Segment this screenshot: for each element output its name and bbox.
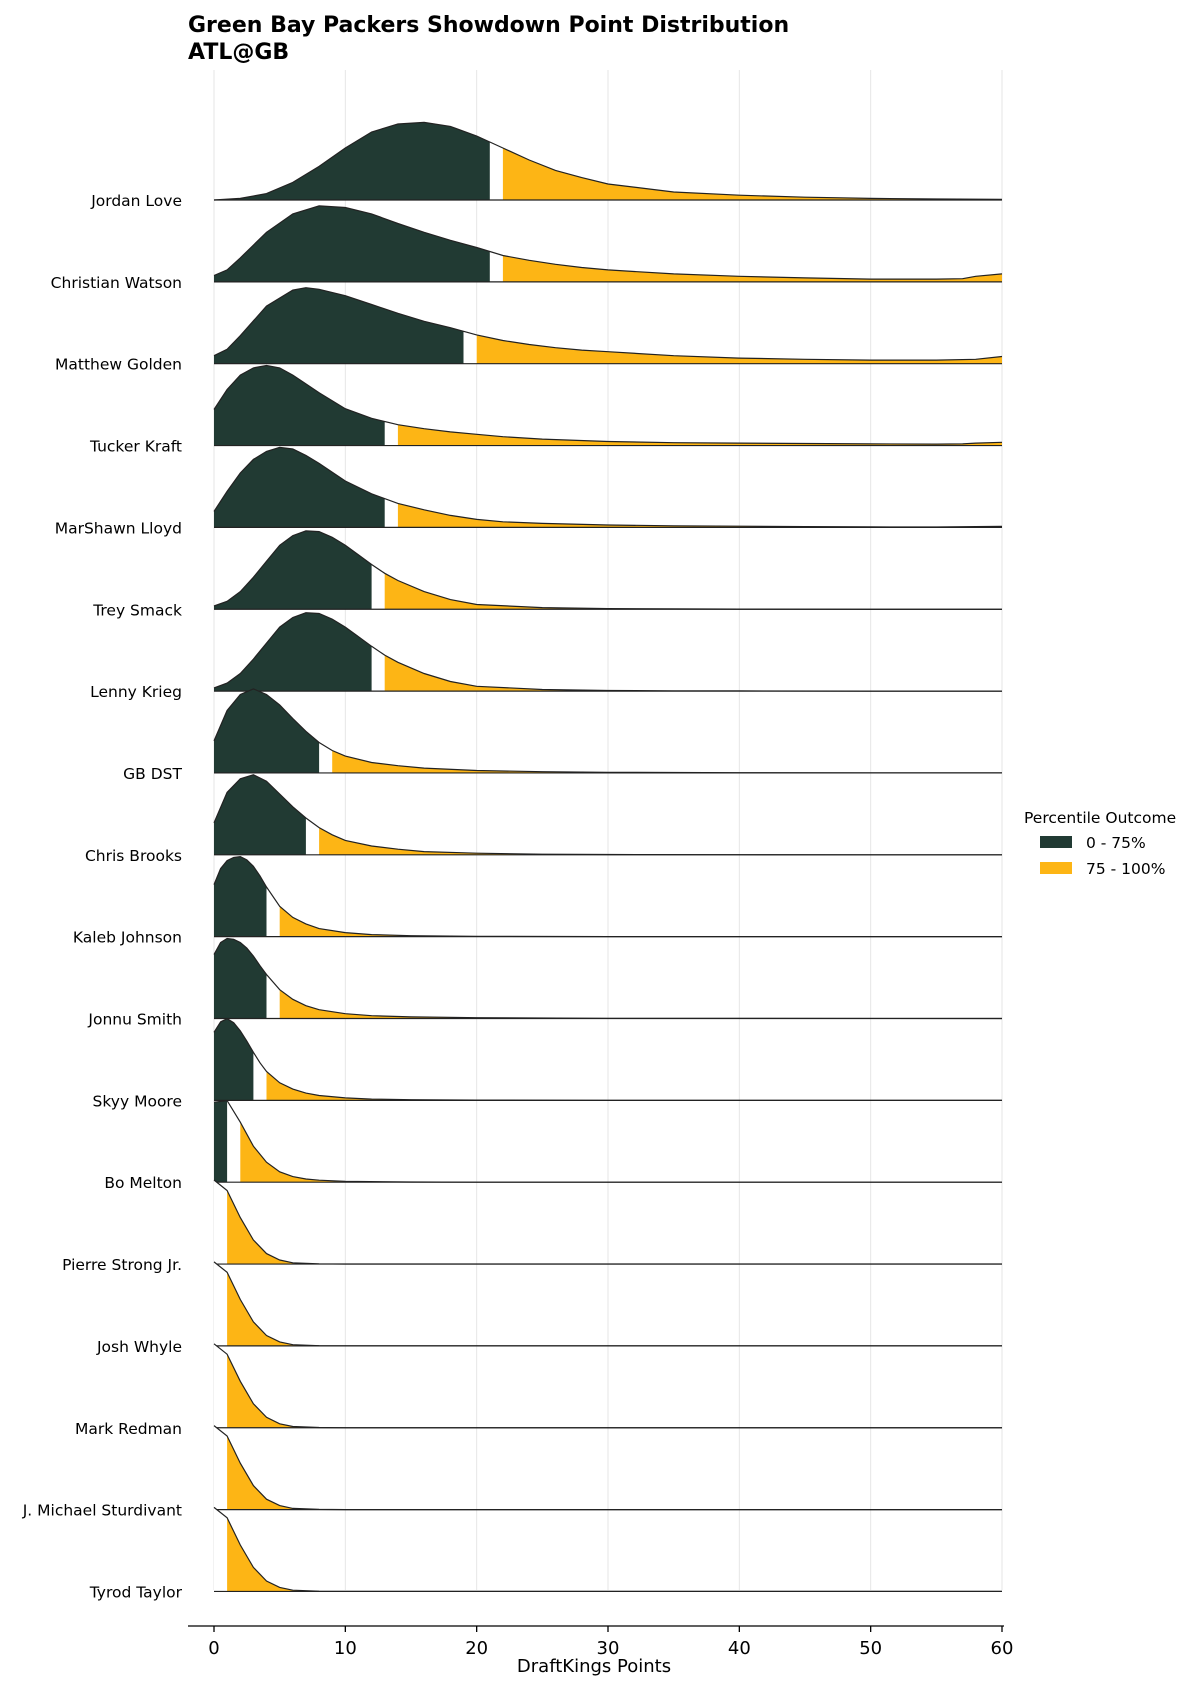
player-label: Jordan Love xyxy=(90,192,182,210)
player-label: Tyrod Taylor xyxy=(89,1583,183,1601)
ridge-outline xyxy=(213,364,1003,445)
ridge-bo-melton: Bo Melton xyxy=(104,1099,1003,1192)
area-75-100 xyxy=(397,503,1002,528)
area-75-100 xyxy=(319,827,1003,855)
x-tick-label: 20 xyxy=(465,1638,488,1659)
ridge-trey-smack: Trey Smack xyxy=(92,530,1002,619)
ridge-skyy-moore: Skyy Moore xyxy=(93,1018,1002,1110)
player-label: Trey Smack xyxy=(92,601,182,619)
x-tick-label: 60 xyxy=(991,1638,1014,1659)
ridge-outline xyxy=(213,937,1003,1020)
legend-swatch-low xyxy=(1040,836,1072,848)
legend: Percentile Outcome 0 - 75% 75 - 100% xyxy=(1024,809,1176,878)
area-75-100 xyxy=(227,1272,1003,1346)
area-0-75 xyxy=(214,688,320,773)
area-0-75 xyxy=(214,774,306,855)
x-tick-label: 0 xyxy=(208,1638,219,1659)
ridge-mark-redman: Mark Redman xyxy=(75,1343,1003,1438)
area-0-75 xyxy=(214,938,267,1019)
ridge-outline xyxy=(213,287,1003,361)
legend-label-low: 0 - 75% xyxy=(1086,834,1146,852)
area-75-100 xyxy=(227,1436,1003,1510)
area-0-75 xyxy=(214,287,464,364)
x-axis: 0 10 20 30 40 50 60 xyxy=(188,1625,1014,1659)
ridge-matthew-golden: Matthew Golden xyxy=(55,287,1003,374)
area-0-75 xyxy=(214,856,267,937)
ridge-jordan-love: Jordan Love xyxy=(90,121,1003,210)
ridge-jonnu-smith: Jonnu Smith xyxy=(87,937,1003,1029)
player-label: Pierre Strong Jr. xyxy=(62,1256,182,1274)
player-label: Josh Whyle xyxy=(96,1338,182,1356)
area-75-100 xyxy=(279,906,1002,937)
area-75-100 xyxy=(266,1071,1002,1101)
ridge-tyrod-taylor: Tyrod Taylor xyxy=(89,1506,1003,1601)
player-label: Lenny Krieg xyxy=(90,683,182,701)
player-label: Bo Melton xyxy=(104,1174,182,1192)
ridge-tucker-kraft: Tucker Kraft xyxy=(89,364,1003,456)
ridge-gb-dst: GB DST xyxy=(123,688,1002,783)
ridge-chris-brooks: Chris Brooks xyxy=(85,774,1003,865)
player-label: J. Michael Sturdivant xyxy=(22,1502,182,1520)
area-75-100 xyxy=(332,750,1002,773)
x-tick-label: 50 xyxy=(859,1638,882,1659)
ridge-lenny-krieg: Lenny Krieg xyxy=(90,612,1002,701)
legend-label-high: 75 - 100% xyxy=(1086,860,1165,878)
area-75-100 xyxy=(240,1122,1003,1183)
area-75-100 xyxy=(384,573,1002,610)
ridge-josh-whyle: Josh Whyle xyxy=(96,1261,1003,1356)
player-label: MarShawn Lloyd xyxy=(55,519,182,537)
area-75-100 xyxy=(227,1517,1003,1592)
area-75-100 xyxy=(384,655,1002,692)
legend-title: Percentile Outcome xyxy=(1024,809,1176,827)
player-label: Skyy Moore xyxy=(93,1092,182,1110)
area-75-100 xyxy=(502,148,1002,200)
player-label: Kaleb Johnson xyxy=(73,929,182,947)
player-label: Matthew Golden xyxy=(55,356,182,374)
area-75-100 xyxy=(502,255,1002,282)
player-label: Tucker Kraft xyxy=(89,438,182,456)
ridge-christian-watson: Christian Watson xyxy=(51,205,1003,292)
area-0-75 xyxy=(214,365,385,446)
area-0-75 xyxy=(214,122,490,200)
area-0-75 xyxy=(214,530,372,610)
area-75-100 xyxy=(227,1354,1003,1428)
area-0-75 xyxy=(214,1100,228,1183)
ridge-j-michael-sturdivant: J. Michael Sturdivant xyxy=(22,1425,1003,1520)
area-75-100 xyxy=(397,424,1002,446)
player-label: Christian Watson xyxy=(51,274,182,292)
area-75-100 xyxy=(227,1190,1003,1264)
chart-subtitle: ATL@GB xyxy=(188,40,289,65)
ridge-outline xyxy=(213,688,1002,774)
area-0-75 xyxy=(214,205,490,282)
x-tick-label: 10 xyxy=(334,1638,357,1659)
chart-title: Green Bay Packers Showdown Point Distrib… xyxy=(188,13,789,38)
area-0-75 xyxy=(214,612,372,692)
ridge-pierre-strong-jr-: Pierre Strong Jr. xyxy=(62,1179,1003,1274)
area-0-75 xyxy=(214,1018,254,1101)
player-label: Jonnu Smith xyxy=(87,1011,182,1029)
ridge-outline xyxy=(213,205,1003,280)
player-label: Chris Brooks xyxy=(85,847,182,865)
player-label: Mark Redman xyxy=(75,1420,182,1438)
ridges: Jordan Love Christian Watson Matthew Golde… xyxy=(22,121,1003,1601)
x-tick-label: 40 xyxy=(728,1638,751,1659)
ridge-outline xyxy=(213,446,1003,528)
player-label: GB DST xyxy=(123,765,182,783)
area-75-100 xyxy=(279,989,1002,1019)
x-axis-label: DraftKings Points xyxy=(517,1656,671,1677)
area-0-75 xyxy=(214,447,385,528)
ridge-marshawn-lloyd: MarShawn Lloyd xyxy=(55,446,1003,537)
ridge-kaleb-johnson: Kaleb Johnson xyxy=(73,855,1002,947)
ridge-outline xyxy=(213,121,1003,201)
legend-swatch-high xyxy=(1040,862,1072,874)
area-75-100 xyxy=(476,334,1002,364)
x-tick-label: 30 xyxy=(597,1638,620,1659)
